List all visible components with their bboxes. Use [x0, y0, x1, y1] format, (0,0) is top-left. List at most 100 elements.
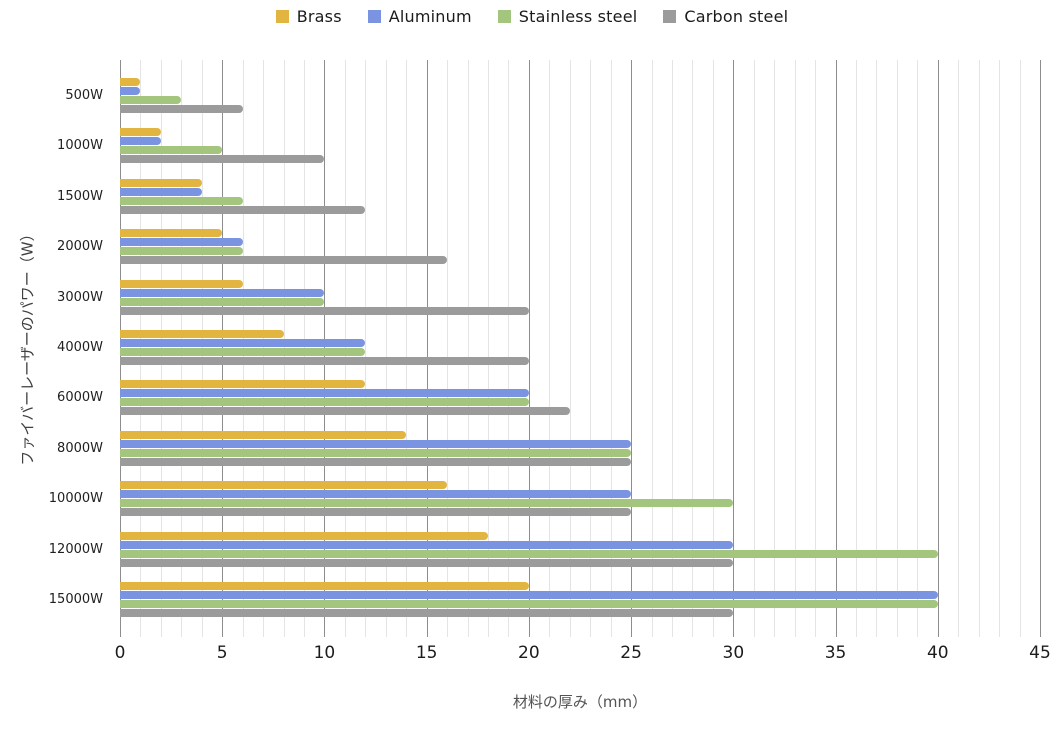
legend-item-aluminum[interactable]: Aluminum — [367, 7, 472, 26]
bar-group-6000w — [120, 373, 1040, 423]
bar-stainless-steel-1000w[interactable] — [120, 146, 223, 155]
gridline-minor — [672, 60, 673, 637]
legend-label: Aluminum — [388, 7, 472, 26]
bar-brass-15000w[interactable] — [120, 582, 529, 591]
gridline-minor — [896, 60, 898, 637]
gridline-minor — [651, 60, 653, 637]
bar-stainless-steel-500w[interactable] — [120, 95, 182, 104]
bar-group-4000w — [120, 322, 1040, 372]
legend-item-stainless-steel[interactable]: Stainless steel — [497, 7, 638, 26]
gridline-minor — [856, 60, 857, 637]
y-tick-label-12000w: 12000W — [48, 541, 103, 557]
bar-brass-4000w[interactable] — [120, 329, 284, 338]
bar-aluminum-10000w[interactable] — [120, 490, 632, 499]
bar-brass-10000w[interactable] — [120, 481, 448, 490]
gridline-minor — [549, 60, 551, 637]
gridline-minor — [876, 60, 878, 637]
gridline-minor — [1019, 60, 1021, 637]
x-tick-label-45: 45 — [1029, 643, 1051, 663]
bar-carbon-steel-500w[interactable] — [120, 104, 243, 113]
bar-aluminum-8000w[interactable] — [120, 439, 632, 448]
bar-group-12000w — [120, 524, 1040, 574]
bar-aluminum-15000w[interactable] — [120, 591, 938, 600]
gridline-minor — [753, 60, 755, 637]
gridline-minor — [447, 60, 449, 637]
bar-carbon-steel-8000w[interactable] — [120, 457, 632, 466]
x-tick-label-0: 0 — [114, 643, 126, 663]
legend-label: Brass — [296, 7, 342, 26]
legend-item-carbon-steel[interactable]: Carbon steel — [663, 7, 788, 26]
x-tick-label-25: 25 — [620, 643, 642, 663]
gridline-major — [937, 60, 939, 637]
bar-brass-3000w[interactable] — [120, 279, 243, 288]
bar-carbon-steel-4000w[interactable] — [120, 356, 529, 365]
bar-carbon-steel-10000w[interactable] — [120, 508, 632, 517]
bar-carbon-steel-2000w[interactable] — [120, 256, 448, 265]
legend-item-brass[interactable]: Brass — [275, 7, 342, 26]
bar-group-500w — [120, 70, 1040, 120]
gridline-minor — [712, 60, 714, 637]
bar-aluminum-500w[interactable] — [120, 86, 141, 95]
bar-stainless-steel-15000w[interactable] — [120, 600, 938, 609]
x-tick-label-40: 40 — [926, 643, 949, 663]
gridline-major — [733, 60, 735, 637]
gridline-minor — [406, 60, 408, 637]
gridline-minor — [978, 60, 980, 637]
y-tick-label-2000w: 2000W — [57, 239, 103, 255]
legend-label: Stainless steel — [518, 7, 638, 26]
bar-brass-8000w[interactable] — [120, 430, 407, 439]
legend-swatch-icon — [367, 10, 381, 23]
gridline-minor — [794, 60, 796, 637]
bar-brass-500w[interactable] — [120, 77, 141, 86]
bar-stainless-steel-6000w[interactable] — [120, 398, 529, 407]
bar-stainless-steel-1500w[interactable] — [120, 196, 243, 205]
gridline-minor — [774, 60, 776, 637]
bar-stainless-steel-8000w[interactable] — [120, 448, 632, 457]
bar-brass-6000w[interactable] — [120, 380, 366, 389]
y-tick-label-4000w: 4000W — [57, 339, 103, 355]
bar-stainless-steel-10000w[interactable] — [120, 499, 734, 508]
bar-carbon-steel-6000w[interactable] — [120, 407, 570, 416]
bar-aluminum-2000w[interactable] — [120, 238, 243, 247]
y-tick-label-6000w: 6000W — [57, 390, 103, 406]
bar-carbon-steel-12000w[interactable] — [120, 558, 734, 567]
bar-brass-1500w[interactable] — [120, 178, 202, 187]
bar-brass-2000w[interactable] — [120, 229, 223, 238]
x-tick-label-10: 10 — [313, 643, 336, 663]
bar-brass-12000w[interactable] — [120, 531, 488, 540]
y-tick-label-15000w: 15000W — [48, 592, 103, 608]
legend-swatch-icon — [497, 10, 511, 23]
bar-stainless-steel-3000w[interactable] — [120, 297, 325, 306]
bar-stainless-steel-4000w[interactable] — [120, 347, 366, 356]
y-tick-label-1000w: 1000W — [57, 138, 103, 154]
bar-aluminum-6000w[interactable] — [120, 389, 529, 398]
bar-carbon-steel-1500w[interactable] — [120, 205, 366, 214]
gridline-minor — [958, 60, 960, 637]
bar-stainless-steel-2000w[interactable] — [120, 247, 243, 256]
gridline-major — [835, 60, 837, 637]
bar-aluminum-12000w[interactable] — [120, 540, 734, 549]
gridline-minor — [815, 60, 817, 637]
bar-group-3000w — [120, 272, 1040, 322]
bar-group-10000w — [120, 474, 1040, 524]
bar-aluminum-4000w[interactable] — [120, 338, 366, 347]
bar-carbon-steel-15000w[interactable] — [120, 609, 734, 618]
bar-aluminum-1500w[interactable] — [120, 187, 202, 196]
bar-carbon-steel-3000w[interactable] — [120, 306, 529, 315]
y-axis-ticks: 500W 1000W 1500W 2000W 3000W 4000W 6000W 8000W 1… — [0, 70, 112, 625]
gridline-major — [1040, 60, 1041, 637]
bar-aluminum-1000w[interactable] — [120, 137, 161, 146]
gridline-major — [631, 60, 633, 637]
bar-aluminum-3000w[interactable] — [120, 288, 325, 297]
gridline-minor — [692, 60, 694, 637]
bar-stainless-steel-12000w[interactable] — [120, 549, 938, 558]
y-tick-label-500w: 500W — [65, 87, 103, 103]
bar-carbon-steel-1000w[interactable] — [120, 155, 325, 164]
x-tick-label-5: 5 — [216, 643, 228, 663]
x-axis-title: 材料の厚み（mm） — [512, 693, 648, 711]
bar-brass-1000w[interactable] — [120, 128, 161, 137]
legend-swatch-icon — [663, 10, 677, 23]
gridline-minor — [488, 60, 489, 637]
x-tick-label-35: 35 — [824, 643, 847, 663]
